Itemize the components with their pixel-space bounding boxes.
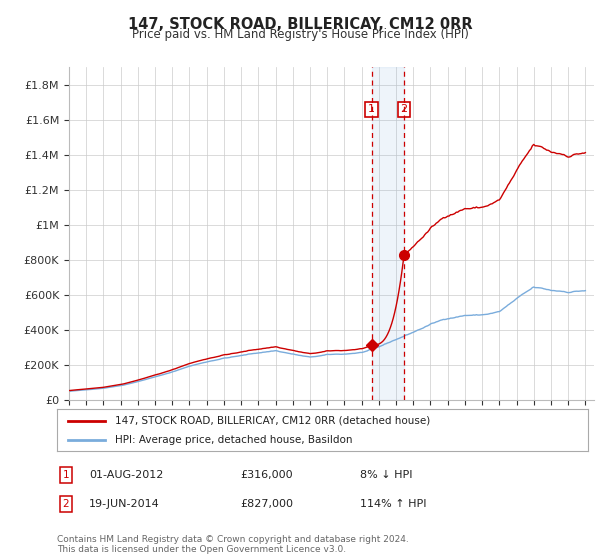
Text: Price paid vs. HM Land Registry's House Price Index (HPI): Price paid vs. HM Land Registry's House … — [131, 28, 469, 41]
Text: 1: 1 — [368, 104, 375, 114]
Bar — [371, 67, 404, 400]
Text: £827,000: £827,000 — [240, 499, 293, 509]
Text: 147, STOCK ROAD, BILLERICAY, CM12 0RR (detached house): 147, STOCK ROAD, BILLERICAY, CM12 0RR (d… — [115, 416, 431, 426]
Text: 2: 2 — [62, 499, 70, 509]
Text: 8% ↓ HPI: 8% ↓ HPI — [360, 470, 413, 480]
Text: 01-AUG-2012: 01-AUG-2012 — [89, 470, 163, 480]
Text: 1: 1 — [62, 470, 70, 480]
Text: Contains HM Land Registry data © Crown copyright and database right 2024.
This d: Contains HM Land Registry data © Crown c… — [57, 535, 409, 554]
Text: 19-JUN-2014: 19-JUN-2014 — [89, 499, 160, 509]
Text: HPI: Average price, detached house, Basildon: HPI: Average price, detached house, Basi… — [115, 435, 353, 445]
Text: 2: 2 — [400, 104, 407, 114]
Text: £316,000: £316,000 — [240, 470, 293, 480]
Text: 147, STOCK ROAD, BILLERICAY, CM12 0RR: 147, STOCK ROAD, BILLERICAY, CM12 0RR — [128, 17, 472, 32]
Text: 114% ↑ HPI: 114% ↑ HPI — [360, 499, 427, 509]
